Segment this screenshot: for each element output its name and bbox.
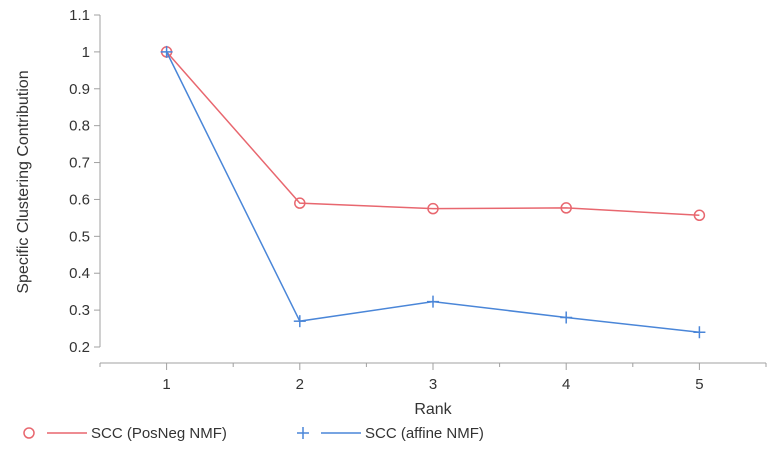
data-point-plus [160, 45, 173, 58]
y-tick-label: 0.2 [69, 339, 90, 356]
x-tick-label: 4 [562, 376, 570, 393]
y-tick-label: 0.6 [69, 191, 90, 208]
y-tick-label: 1 [82, 44, 90, 61]
y-tick-label: 0.7 [69, 155, 90, 172]
data-point-circle [427, 202, 439, 215]
x-axis-title: Rank [414, 401, 452, 418]
series-group [160, 45, 706, 339]
legend-item-2: SCC (affine NMF) [297, 425, 484, 442]
series-line [166, 51, 700, 217]
data-point-plus [560, 311, 573, 324]
y-tick-label: 0.9 [69, 81, 90, 98]
data-point-circle [693, 209, 706, 222]
data-point-circle [294, 197, 306, 209]
y-tick-label: 0.8 [69, 118, 90, 135]
y-tick-label: 0.5 [69, 228, 90, 245]
y-axis-title: Specific Clustering Contribution [15, 70, 32, 293]
series-2 [160, 45, 706, 339]
y-tick-label: 1.1 [69, 7, 90, 24]
legend-label: SCC (PosNeg NMF) [91, 425, 227, 442]
data-point-plus [427, 295, 439, 308]
data-point-plus [293, 315, 306, 328]
series-line [165, 51, 700, 333]
legend: SCC (PosNeg NMF) SCC (affine NMF) [23, 425, 484, 442]
axes: 0.2 0.3 0.4 0.5 0.6 0.7 0.8 0.9 1 1.1 1 2 3 4 5 [69, 7, 767, 393]
series-1 [160, 46, 706, 222]
x-tick-label: 3 [429, 376, 437, 393]
y-tick-label: 0.3 [69, 302, 90, 319]
x-tick-label: 1 [162, 376, 170, 393]
data-point-circle [560, 202, 572, 214]
data-point-plus [693, 326, 706, 339]
legend-label: SCC (affine NMF) [365, 425, 484, 442]
legend-marker-circle [23, 427, 35, 439]
x-tick-label: 5 [695, 376, 703, 393]
x-tick-label: 2 [296, 376, 304, 393]
y-tick-label: 0.4 [69, 265, 90, 282]
legend-item-1: SCC (PosNeg NMF) [23, 425, 227, 442]
